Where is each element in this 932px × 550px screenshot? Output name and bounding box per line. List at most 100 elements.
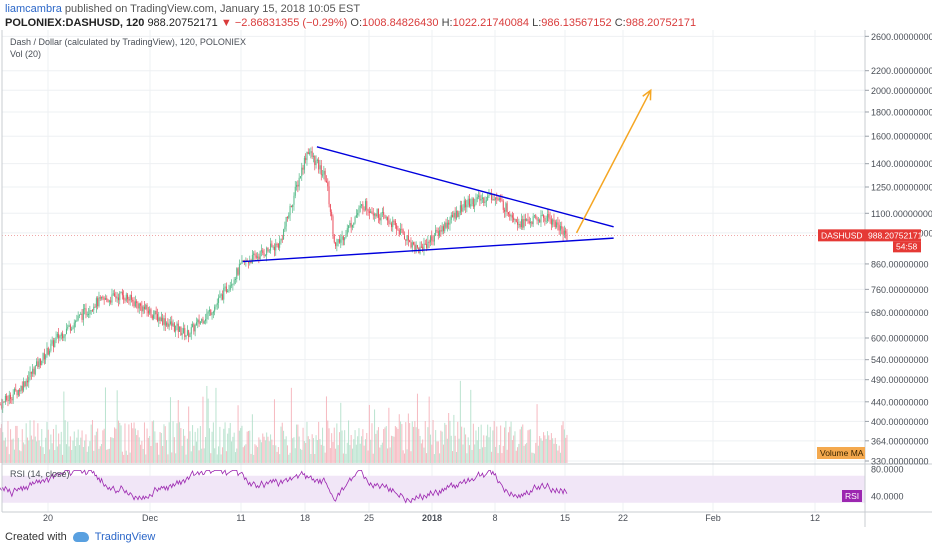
tradingview-logo-icon — [72, 532, 89, 542]
volume-bar — [402, 450, 404, 463]
volume-bar — [267, 436, 269, 463]
candle-body — [270, 243, 272, 251]
volume-bar — [30, 435, 32, 463]
candle-body — [550, 219, 552, 225]
time-tick-label: 25 — [364, 513, 374, 523]
candle-body — [527, 219, 529, 222]
candle-body — [340, 239, 342, 243]
candle-body — [497, 198, 499, 201]
volume-bar — [558, 445, 560, 463]
volume-bar — [426, 453, 428, 463]
volume-bar — [320, 444, 322, 463]
volume-bar — [67, 421, 69, 463]
candle-body — [353, 222, 355, 225]
volume-bar — [186, 438, 188, 463]
volume-bar — [3, 440, 5, 463]
volume-bar — [273, 399, 275, 463]
candle-body — [506, 203, 508, 213]
volume-bar — [303, 441, 305, 463]
price-axis[interactable]: 2600.00000000 2200.00000000 2000.00000000 1… — [865, 32, 932, 502]
candle-body — [78, 314, 80, 316]
candle-body — [93, 306, 95, 311]
candle-body — [258, 256, 260, 260]
candle-body — [101, 296, 103, 299]
author-link[interactable]: liamcambra — [5, 3, 62, 15]
candle-body — [450, 215, 452, 220]
candle-body — [153, 314, 155, 319]
tradingview-link[interactable]: TradingView — [94, 531, 156, 543]
candle-body — [327, 182, 329, 187]
candle-body — [129, 295, 131, 301]
candle-body — [263, 252, 265, 256]
candle-body — [136, 301, 138, 304]
volume-bar — [84, 440, 86, 463]
open-value: 1008.84826430 — [362, 17, 439, 29]
volume-bar — [94, 435, 96, 463]
candle-body — [259, 251, 261, 260]
volume-bar — [370, 439, 372, 463]
candle-body — [107, 299, 109, 302]
candle-body — [361, 204, 363, 206]
volume-bar — [224, 422, 226, 463]
volume-bar — [179, 422, 181, 463]
trendline-lower[interactable] — [242, 237, 614, 263]
volume-bar — [234, 452, 236, 463]
candle-body — [431, 236, 433, 241]
volume-bar — [344, 430, 346, 463]
candle-body — [175, 325, 177, 332]
volume-bar — [75, 446, 77, 463]
candle-body — [449, 219, 451, 225]
candle-body — [471, 198, 473, 205]
candle-body — [293, 195, 295, 205]
candle-body — [478, 195, 480, 198]
volume-bar — [17, 437, 19, 463]
volume-bar — [341, 430, 343, 463]
published-text: published on TradingView.com, January 15… — [64, 3, 361, 15]
candle-body — [143, 306, 145, 310]
candle-body — [49, 350, 51, 355]
volume-bar — [363, 445, 365, 463]
volume-bar — [63, 391, 65, 463]
candle-body — [162, 317, 164, 325]
candle-body — [366, 201, 368, 210]
projection-arrow[interactable] — [575, 88, 652, 234]
volume-bar — [95, 431, 97, 463]
time-axis[interactable]: 20 Dec 11 18 25 2018 8 15 22 Feb 12 — [43, 513, 820, 523]
candle-body — [211, 313, 213, 315]
candle-body — [310, 151, 312, 153]
volume-bar — [440, 430, 442, 463]
candle-body — [68, 325, 70, 327]
volume-bar — [228, 428, 230, 463]
candle-body — [116, 297, 118, 299]
volume-bar — [441, 431, 443, 463]
volume-bar — [492, 430, 494, 463]
candle-body — [479, 195, 481, 201]
candle-body — [117, 297, 119, 301]
volume-bar — [221, 447, 223, 463]
volume-bar — [164, 426, 166, 463]
volume-bar — [449, 420, 451, 463]
volume-bar — [201, 448, 203, 463]
volume-bar — [485, 435, 487, 463]
candle-body — [402, 229, 404, 235]
volume-bar — [463, 427, 465, 463]
volume-bar — [284, 439, 286, 463]
trendline-upper[interactable] — [316, 146, 614, 228]
candle-body — [120, 292, 122, 294]
volume-bar — [350, 434, 352, 463]
candle-body — [302, 167, 304, 170]
chart-area[interactable]: 2600.00000000 2200.00000000 2000.00000000 1… — [0, 30, 932, 528]
candle-body — [212, 311, 214, 314]
candle-body — [511, 215, 513, 218]
volume-bar — [242, 447, 244, 463]
candle-body — [548, 214, 550, 218]
candle-body — [370, 211, 372, 214]
candle-body — [357, 212, 359, 215]
volume-bar — [194, 431, 196, 463]
volume-bar — [211, 431, 213, 463]
volume-bar — [233, 432, 235, 463]
candle-body — [348, 225, 350, 229]
volume-bar — [80, 437, 82, 463]
candle-body — [86, 314, 88, 316]
candle-body — [114, 293, 116, 296]
